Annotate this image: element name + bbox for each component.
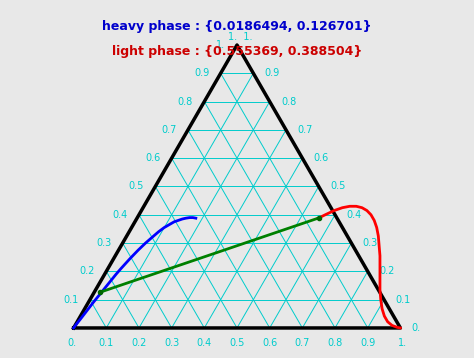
- Text: 0.6: 0.6: [145, 153, 160, 163]
- Text: 1.: 1.: [398, 338, 407, 348]
- Text: 0.5: 0.5: [229, 338, 245, 348]
- Text: 0.2: 0.2: [379, 266, 394, 276]
- Text: 0.: 0.: [67, 338, 76, 348]
- Text: 0.3: 0.3: [96, 238, 111, 248]
- Text: 0.2: 0.2: [131, 338, 146, 348]
- Text: 0.5: 0.5: [330, 182, 346, 192]
- Text: 0.9: 0.9: [360, 338, 375, 348]
- Text: 0.7: 0.7: [161, 125, 176, 135]
- Text: 0.8: 0.8: [281, 97, 296, 107]
- Text: 0.6: 0.6: [314, 153, 329, 163]
- Text: 0.3: 0.3: [164, 338, 179, 348]
- Text: light phase : {0.555369, 0.388504}: light phase : {0.555369, 0.388504}: [112, 45, 362, 58]
- Text: 0.3: 0.3: [363, 238, 378, 248]
- Text: 0.7: 0.7: [298, 125, 313, 135]
- Text: 0.4: 0.4: [197, 338, 212, 348]
- Text: 0.1: 0.1: [63, 295, 79, 305]
- Text: 0.9: 0.9: [194, 68, 209, 78]
- Text: 0.5: 0.5: [128, 182, 144, 192]
- Text: 0.1: 0.1: [395, 295, 411, 305]
- Text: 1.  1.: 1. 1.: [228, 32, 253, 42]
- Text: 0.1: 0.1: [99, 338, 114, 348]
- Text: 0.2: 0.2: [80, 266, 95, 276]
- Text: 0.4: 0.4: [346, 210, 362, 220]
- Text: 0.: 0.: [412, 323, 421, 333]
- Text: 0.8: 0.8: [178, 97, 193, 107]
- Text: 0.9: 0.9: [265, 68, 280, 78]
- Text: 0.8: 0.8: [328, 338, 343, 348]
- Text: 0.7: 0.7: [295, 338, 310, 348]
- Text: 0.6: 0.6: [262, 338, 277, 348]
- Text: 1.: 1.: [217, 40, 226, 50]
- Text: heavy phase : {0.0186494, 0.126701}: heavy phase : {0.0186494, 0.126701}: [102, 20, 372, 33]
- Text: 0.4: 0.4: [112, 210, 128, 220]
